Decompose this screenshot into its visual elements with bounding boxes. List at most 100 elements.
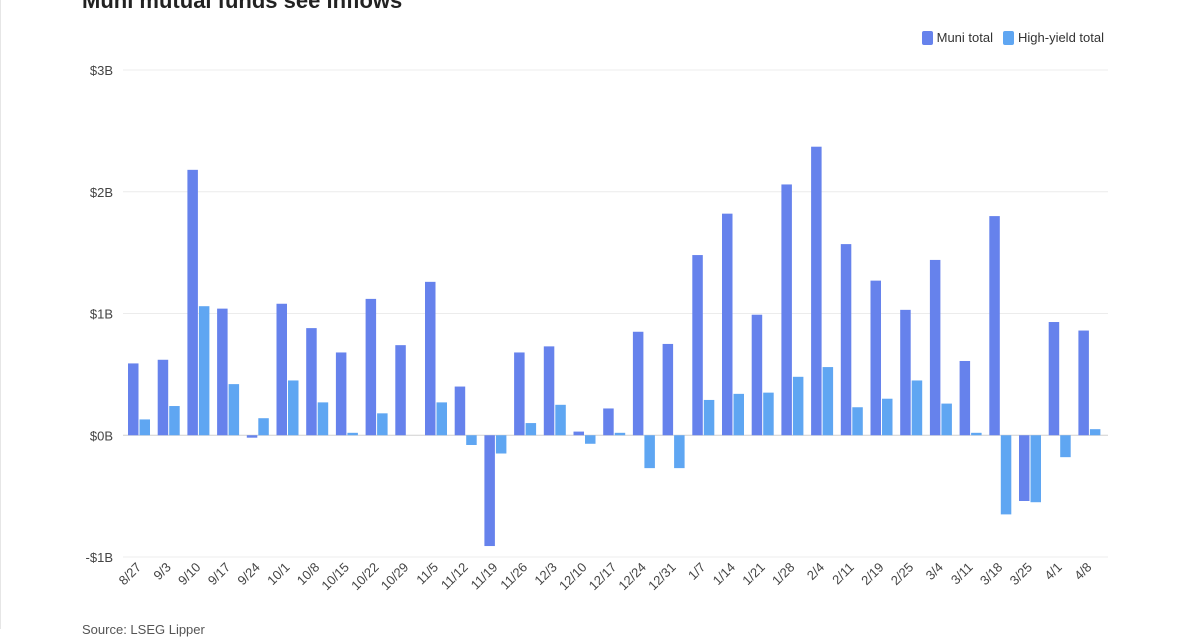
x-tick-label: 4/1 [1041,560,1064,583]
x-tick-label: 1/28 [769,560,798,589]
bar-high-yield[interactable] [822,367,834,436]
legend-swatch-high-yield [1003,30,1014,45]
x-tick-label: 11/19 [468,560,501,593]
bar-high-yield[interactable] [1030,435,1042,503]
bar-high-yield[interactable] [377,413,388,436]
bar-high-yield[interactable] [674,435,685,469]
x-tick-label: 12/17 [586,560,620,594]
x-tick-label: 2/19 [858,560,887,589]
x-tick-label: 3/4 [923,560,946,583]
bar-muni[interactable] [514,352,525,436]
bar-muni[interactable] [573,431,585,436]
bar-high-yield[interactable] [347,432,358,436]
x-tick-label: 12/10 [556,560,590,594]
bar-high-yield[interactable] [882,398,893,436]
bar-muni[interactable] [276,303,288,436]
y-tick-label: $0B [90,428,113,443]
bar-high-yield[interactable] [911,380,923,436]
bar-high-yield[interactable] [644,435,655,469]
bar-high-yield[interactable] [792,376,804,436]
bar-muni[interactable] [306,328,317,436]
x-tick-label: 1/14 [710,560,739,589]
x-tick-label: 10/22 [348,560,382,594]
bar-muni[interactable] [1019,435,1030,501]
bar-high-yield[interactable] [941,403,952,436]
bar-high-yield[interactable] [139,419,151,436]
y-tick-label: $3B [90,63,113,78]
legend-item-high-yield[interactable]: High-yield total [1003,30,1104,45]
chart-title: Muni mutual funds see inflows [82,0,403,13]
bar-high-yield[interactable] [198,306,210,436]
bar-muni[interactable] [484,435,495,547]
x-tick-label: 3/25 [1007,560,1036,589]
x-tick-label: 9/3 [150,560,173,583]
bar-muni[interactable] [187,169,198,436]
x-tick-label: 2/4 [804,560,827,583]
bar-high-yield[interactable] [971,432,982,436]
bar-high-yield[interactable] [703,399,715,436]
bar-muni[interactable] [543,346,555,436]
bar-high-yield[interactable] [585,435,596,444]
bar-muni[interactable] [900,309,911,436]
bar-muni[interactable] [1048,322,1060,436]
bar-high-yield[interactable] [495,435,507,454]
y-tick-label: $1B [90,307,113,322]
bar-muni[interactable] [157,359,169,436]
legend-item-muni[interactable]: Muni total [921,30,993,45]
bar-muni[interactable] [1078,330,1089,436]
bar-high-yield[interactable] [258,418,269,436]
bar-high-yield[interactable] [733,393,745,436]
x-tick-label: 9/24 [234,560,263,589]
bar-muni[interactable] [751,314,763,436]
x-tick-label: 3/11 [948,560,976,588]
bar-high-yield[interactable] [317,402,329,436]
bar-high-yield[interactable] [288,380,299,436]
bar-muni[interactable] [454,386,466,436]
bar-muni[interactable] [395,345,406,436]
bar-muni[interactable] [722,213,733,436]
bar-muni[interactable] [781,184,792,436]
x-tick-label: 1/7 [685,560,708,583]
bar-high-yield[interactable] [436,402,448,436]
bar-high-yield[interactable] [466,435,477,445]
bar-high-yield[interactable] [1060,435,1071,458]
bar-muni[interactable] [959,360,971,436]
bar-muni[interactable] [692,255,703,436]
bar-muni[interactable] [246,435,258,438]
bar-muni[interactable] [840,244,852,436]
bar-high-yield[interactable] [763,392,774,436]
x-tick-label: 11/5 [413,560,441,588]
x-tick-label: 9/17 [205,560,234,589]
bar-muni[interactable] [425,281,436,436]
bar-high-yield[interactable] [1089,429,1101,436]
bar-high-yield[interactable] [614,432,626,436]
bar-muni[interactable] [811,146,822,436]
bar-muni[interactable] [632,331,644,436]
bar-muni[interactable] [603,408,614,436]
x-tick-label: 1/21 [739,560,768,589]
bar-high-yield[interactable] [1000,435,1012,515]
bar-muni[interactable] [128,363,139,436]
legend-label-muni: Muni total [936,30,993,45]
bars [128,146,1101,547]
x-tick-label: 2/25 [888,560,917,589]
bar-high-yield[interactable] [555,404,566,436]
bar-high-yield[interactable] [525,423,537,436]
bar-high-yield[interactable] [169,406,180,436]
bar-muni[interactable] [662,343,674,436]
bar-muni[interactable] [335,352,347,436]
x-tick-label: 3/18 [977,560,1006,589]
y-tick-label: -$1B [86,550,113,565]
bar-muni[interactable] [989,216,1000,436]
x-tick-label: 10/15 [318,560,352,594]
bar-high-yield[interactable] [852,407,863,436]
bar-muni[interactable] [365,298,377,436]
bar-muni[interactable] [929,259,941,436]
x-tick-label: 12/3 [531,560,560,589]
bar-high-yield[interactable] [228,384,240,436]
bar-muni[interactable] [217,308,228,436]
legend: Muni total High-yield total [921,30,1104,45]
bar-muni[interactable] [870,280,882,436]
